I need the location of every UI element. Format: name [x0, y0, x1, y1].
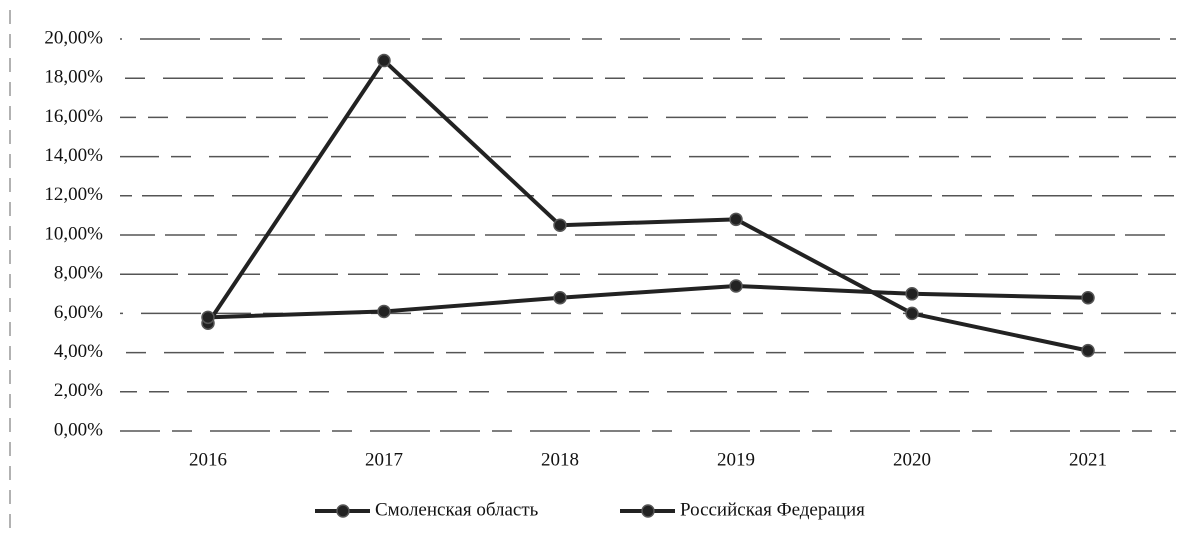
series-line	[207, 283, 1089, 320]
series-line	[206, 58, 1089, 353]
legend-label: Смоленская область	[375, 499, 539, 520]
legend-label: Российская Федерация	[680, 499, 865, 520]
x-tick-label: 2018	[541, 449, 579, 470]
y-tick-label: 18,00%	[44, 67, 103, 88]
point-marker	[729, 212, 743, 227]
point-marker	[377, 53, 391, 68]
y-tick-label: 20,00%	[44, 27, 103, 48]
y-tick-label: 12,00%	[44, 184, 103, 205]
x-tick-label: 2021	[1069, 449, 1107, 470]
y-tick-label: 8,00%	[54, 263, 103, 284]
legend-marker	[641, 504, 655, 518]
y-tick-label: 4,00%	[54, 341, 103, 362]
point-marker	[201, 310, 215, 325]
point-marker	[1081, 290, 1095, 305]
point-marker	[905, 287, 919, 301]
point-marker	[905, 306, 919, 321]
point-marker	[377, 304, 391, 319]
y-tick-label: 0,00%	[54, 419, 103, 440]
x-tick-label: 2016	[189, 449, 227, 470]
legend-marker	[336, 504, 350, 518]
point-marker	[729, 279, 743, 293]
y-tick-label: 10,00%	[44, 223, 103, 244]
x-tick-label: 2020	[893, 449, 931, 470]
x-tick-label: 2017	[365, 449, 403, 470]
x-tick-label: 2019	[717, 449, 755, 470]
y-tick-label: 14,00%	[44, 145, 103, 166]
point-marker	[553, 218, 567, 232]
y-tick-label: 2,00%	[54, 380, 103, 401]
y-tick-label: 6,00%	[54, 302, 103, 323]
y-tick-label: 16,00%	[44, 106, 103, 127]
point-marker	[1081, 343, 1095, 358]
point-marker	[553, 290, 567, 305]
